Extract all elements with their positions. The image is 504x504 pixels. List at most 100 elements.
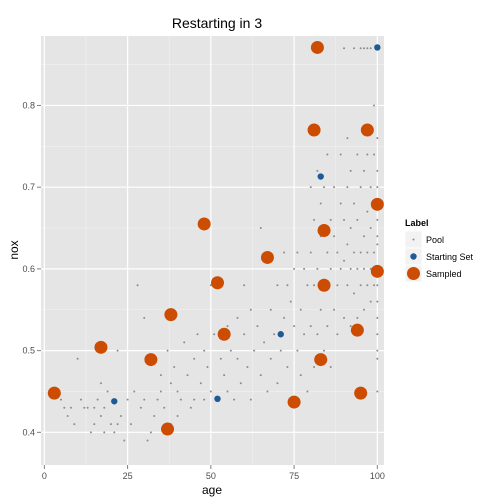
- pool-point: [356, 218, 359, 221]
- pool-point: [369, 186, 372, 189]
- legend-label: Sampled: [426, 269, 462, 279]
- pool-point: [133, 390, 136, 393]
- pool-point: [269, 357, 272, 360]
- sampled-point: [317, 223, 331, 237]
- pool-point: [159, 390, 162, 393]
- sampled-point: [307, 123, 321, 137]
- legend-label: Starting Set: [426, 252, 474, 262]
- pool-point: [119, 414, 122, 417]
- pool-point: [373, 104, 376, 107]
- pool-point: [199, 382, 202, 385]
- pool-point: [239, 382, 242, 385]
- pool-point: [226, 390, 229, 393]
- pool-point: [369, 47, 372, 50]
- plot-panel: [41, 36, 384, 465]
- legend: Label Pool Starting Set Sampled: [404, 218, 474, 283]
- pool-point: [293, 325, 296, 328]
- pool-point: [306, 284, 309, 287]
- sampled-point: [210, 276, 224, 290]
- pool-point: [76, 357, 79, 360]
- pool-point: [376, 235, 379, 238]
- pool-point: [73, 423, 76, 426]
- pool-point: [259, 227, 262, 230]
- pool-point: [289, 300, 292, 303]
- pool-point: [309, 325, 312, 328]
- pool-point: [333, 186, 336, 189]
- legend-title: Label: [405, 218, 429, 228]
- pool-point: [376, 390, 379, 393]
- pool-point: [376, 284, 379, 287]
- pool-point: [96, 398, 99, 401]
- pool-point: [193, 398, 196, 401]
- pool-point: [313, 365, 316, 368]
- pool-point: [373, 153, 376, 156]
- legend-marker: [407, 267, 420, 280]
- sampled-point: [314, 353, 328, 367]
- pool-point: [359, 47, 362, 50]
- pool-point: [266, 390, 269, 393]
- pool-point: [149, 431, 152, 434]
- pool-point: [376, 349, 379, 352]
- pool-point: [326, 153, 329, 156]
- pool-point: [153, 414, 156, 417]
- pool-point: [146, 439, 149, 442]
- pool-point: [176, 390, 179, 393]
- pool-point: [333, 308, 336, 311]
- y-axis-ticks: 0.4 0.5 0.6 0.7 0.8: [22, 100, 41, 437]
- x-axis-title: age: [202, 483, 222, 497]
- y-tick-label: 0.6: [22, 264, 35, 274]
- pool-point: [276, 284, 279, 287]
- pool-point: [363, 267, 366, 270]
- pool-point: [349, 325, 352, 328]
- pool-point: [83, 406, 86, 409]
- pool-point: [169, 382, 172, 385]
- pool-point: [283, 251, 286, 254]
- starting-set-points: [111, 44, 381, 405]
- pool-point: [349, 227, 352, 230]
- x-tick-label: 0: [42, 471, 47, 481]
- pool-point: [316, 333, 319, 336]
- pool-point: [286, 365, 289, 368]
- pool-point: [363, 47, 366, 50]
- x-tick-label: 25: [123, 471, 133, 481]
- pool-point: [369, 300, 372, 303]
- pool-point: [329, 267, 332, 270]
- pool-point: [376, 186, 379, 189]
- pool-point: [316, 267, 319, 270]
- sampled-point: [354, 386, 368, 400]
- pool-point: [303, 267, 306, 270]
- pool-point: [363, 169, 366, 172]
- pool-point: [143, 398, 146, 401]
- pool-point: [243, 284, 246, 287]
- pool-point: [343, 316, 346, 319]
- pool-point: [316, 169, 319, 172]
- pool-point: [339, 153, 342, 156]
- y-axis-title: nox: [7, 240, 21, 259]
- pool-point: [349, 169, 352, 172]
- pool-point: [363, 235, 366, 238]
- x-tick-label: 50: [206, 471, 216, 481]
- pool-point: [213, 333, 216, 336]
- pool-point: [353, 251, 356, 254]
- sampled-points: [47, 40, 384, 436]
- sampled-point: [94, 340, 108, 354]
- y-tick-label: 0.7: [22, 182, 35, 192]
- pool-point: [333, 235, 336, 238]
- pool-point: [123, 439, 126, 442]
- x-axis-ticks: 0 25 50 75 100: [42, 465, 385, 481]
- pool-point: [163, 406, 166, 409]
- pool-point: [329, 218, 332, 221]
- pool-point: [179, 398, 182, 401]
- pool-point: [336, 333, 339, 336]
- pool-point: [346, 243, 349, 246]
- pool-point: [313, 218, 316, 221]
- pool-point: [193, 357, 196, 360]
- pool-point: [59, 398, 62, 401]
- pool-point: [376, 300, 379, 303]
- pool-point: [303, 333, 306, 336]
- pool-point: [99, 414, 102, 417]
- sampled-point: [350, 323, 364, 337]
- pool-point: [376, 218, 379, 221]
- pool-point: [206, 365, 209, 368]
- pool-point: [269, 308, 272, 311]
